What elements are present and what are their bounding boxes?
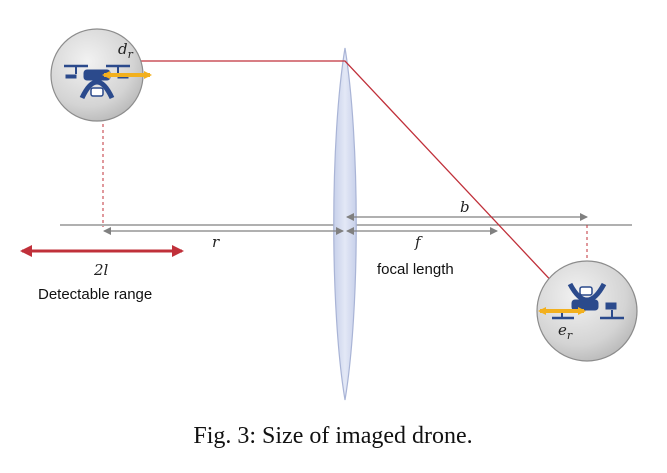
label-f: f (414, 233, 423, 251)
object-drone (50, 28, 152, 122)
label-d-r: dr (118, 40, 134, 61)
label-b: b (460, 198, 470, 216)
light-ray (128, 60, 589, 321)
label-detectable-range: Detectable range (38, 286, 152, 303)
label-focal-length: focal length (377, 261, 454, 278)
image-drone (536, 260, 638, 362)
drone-icon-inverted (552, 282, 624, 320)
label-2l: 2l (93, 261, 109, 279)
figure-caption: Fig. 3: Size of imaged drone. (193, 423, 472, 449)
label-r: r (212, 233, 220, 251)
lens (333, 47, 357, 401)
label-e-r: er (558, 321, 573, 342)
